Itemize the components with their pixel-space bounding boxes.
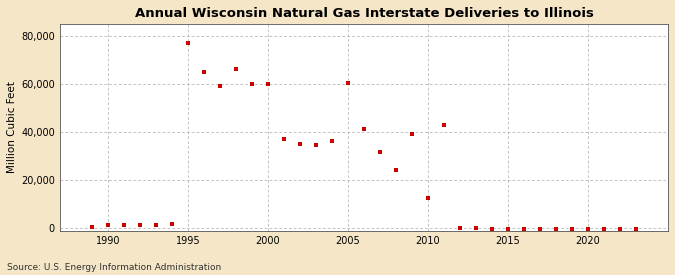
Point [583, 227, 593, 232]
Point [487, 227, 497, 231]
Y-axis label: Million Cubic Feet: Million Cubic Feet [7, 82, 17, 174]
Point [599, 227, 610, 231]
Point [310, 143, 321, 147]
Point [535, 227, 545, 232]
Point [103, 222, 113, 227]
Point [263, 82, 273, 86]
Point [454, 226, 465, 230]
Point [119, 222, 130, 227]
Point [358, 127, 369, 131]
Point [86, 224, 97, 229]
Point [246, 82, 257, 86]
Point [151, 222, 161, 227]
Point [518, 227, 529, 231]
Point [503, 227, 514, 232]
Point [391, 168, 402, 172]
Point [423, 196, 433, 200]
Point [566, 227, 577, 232]
Point [342, 80, 353, 85]
Point [406, 132, 417, 136]
Point [615, 227, 626, 231]
Point [198, 70, 209, 74]
Point [215, 84, 225, 88]
Point [134, 223, 145, 227]
Text: Source: U.S. Energy Information Administration: Source: U.S. Energy Information Administ… [7, 263, 221, 272]
Point [182, 41, 193, 45]
Point [439, 122, 450, 127]
Point [294, 142, 305, 146]
Point [167, 222, 178, 226]
Title: Annual Wisconsin Natural Gas Interstate Deliveries to Illinois: Annual Wisconsin Natural Gas Interstate … [134, 7, 593, 20]
Point [470, 226, 481, 230]
Point [327, 139, 338, 144]
Point [230, 67, 241, 72]
Point [279, 137, 290, 141]
Point [630, 227, 641, 231]
Point [551, 227, 562, 232]
Point [375, 150, 385, 154]
